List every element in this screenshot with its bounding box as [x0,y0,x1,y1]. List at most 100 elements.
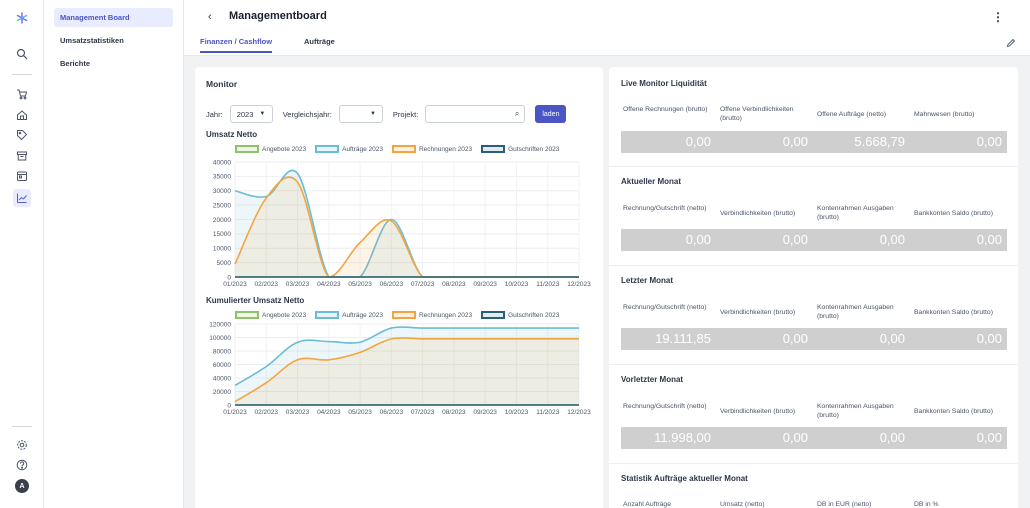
value-cell: 0,00 [976,134,1002,149]
legend-item[interactable]: Angebote 2023 [235,311,306,319]
value-cell: 19.111,85 [655,331,711,346]
x-tick-label: 08/2023 [442,281,466,288]
archive-icon[interactable] [14,148,30,164]
x-tick-label: 12/2023 [567,409,591,416]
avatar[interactable]: A [15,479,29,493]
column-header: Rechnung/Gutschrift (netto) [623,205,707,212]
x-tick-label: 02/2023 [255,281,279,288]
page-header: ‹ Managementboard ⋮ Finanzen / Cashflow … [184,0,1030,56]
y-tick-label: 100000 [209,335,231,342]
legend-item[interactable]: Aufträge 2023 [315,311,383,319]
tab-finanzen-cashflow[interactable]: Finanzen / Cashflow [200,37,273,53]
tag-icon[interactable] [14,127,30,143]
legend-item[interactable]: Rechnungen 2023 [391,311,472,319]
y-tick-label: 15000 [213,231,231,238]
column-header: Bankkonten Saldo (brutto) [914,210,993,217]
legend-item[interactable]: Aufträge 2023 [315,145,383,153]
search-icon: ⌕ [514,109,520,118]
column-header: Kontenrahmen Ausgaben (brutto) [817,304,894,320]
value-cell: 0,00 [685,232,711,247]
series-area [235,337,579,405]
y-tick-label: 120000 [209,321,231,328]
divider [609,166,1018,167]
value-cell: 0,00 [976,232,1002,247]
column-header: Bankkonten Saldo (brutto) [914,408,993,415]
nav-item-management-board[interactable]: Management Board [54,8,173,27]
y-tick-label: 20000 [213,389,231,396]
compare-year-select[interactable]: ▼ [338,105,383,123]
x-tick-label: 07/2023 [411,281,435,288]
monitor-title: Monitor [206,79,238,89]
column-header: DB in % [914,501,939,508]
monitor-card: Monitor Jahr: 2023 ▼ Vergleichsjahr: ▼ P… [195,67,603,508]
x-tick-label: 06/2023 [380,281,404,288]
chevron-down-icon: ▼ [369,111,376,117]
calendar-icon[interactable] [14,168,30,184]
series-area [235,177,579,277]
column-header: Kontenrahmen Ausgaben (brutto) [817,205,894,221]
year-select[interactable]: 2023 ▼ [229,105,273,123]
column-header: Umsatz (netto) [720,501,765,508]
home-icon[interactable] [14,107,30,123]
filter-bar: Jahr: 2023 ▼ Vergleichsjahr: ▼ Projekt: … [206,105,567,123]
legend-item[interactable]: Angebote 2023 [235,145,306,153]
y-tick-label: 30000 [213,188,231,195]
value-bar: 0,00 0,00 5.668,79 0,00 [621,131,1007,153]
column-header: Rechnung/Gutschrift (netto) [623,403,707,410]
search-icon[interactable] [14,46,30,62]
y-tick-label: 0 [227,402,231,409]
nav-item-umsatzstatistiken[interactable]: Umsatzstatistiken [60,36,124,45]
load-button[interactable]: laden [535,105,567,123]
divider [12,74,32,75]
column-header: Offene Rechnungen (brutto) [623,106,708,113]
back-chevron-icon[interactable]: ‹ [208,11,212,23]
chart-title-umsatz: Umsatz Netto [206,130,258,139]
divider [609,364,1018,365]
tab-auftraege[interactable]: Aufträge [304,37,335,46]
legend-item[interactable]: Gutschriften 2023 [481,145,559,153]
value-cell: 0,00 [782,430,808,445]
divider [609,265,1018,266]
nav-item-berichte[interactable]: Berichte [60,59,91,68]
chart-legend-umsatz: Angebote 2023 Aufträge 2023 Rechnungen 2… [235,145,568,153]
y-tick-label: 80000 [213,348,231,355]
x-tick-label: 12/2023 [567,281,591,288]
chart-icon[interactable] [13,189,31,207]
x-tick-label: 02/2023 [255,409,279,416]
y-tick-label: 20000 [213,217,231,224]
year-label: Jahr: [206,109,223,119]
logo-icon[interactable] [14,10,30,26]
value-bar: 19.111,85 0,00 0,00 0,00 [621,328,1007,350]
cart-icon[interactable] [14,86,30,102]
x-tick-label: 03/2023 [286,409,310,416]
more-menu-icon[interactable]: ⋮ [992,10,1004,24]
x-tick-label: 11/2023 [536,281,559,288]
x-tick-label: 09/2023 [473,281,497,288]
column-header: Anzahl Aufträge [623,501,671,508]
chart-title-kumuliert: Kumulierter Umsatz Netto [206,296,305,305]
edit-pencil-icon[interactable] [1006,38,1016,50]
y-tick-label: 25000 [213,202,231,209]
legend-item[interactable]: Rechnungen 2023 [391,145,472,153]
compare-year-label: Vergleichsjahr: [282,109,332,119]
kumulierter-umsatz-chart: 0 20000 40000 60000 80000 100000 120000 01/2023… [209,321,591,416]
column-header: Kontenrahmen Ausgaben (brutto) [817,403,894,419]
value-cell: 0,00 [879,331,905,346]
project-label: Projekt: [392,109,419,119]
help-icon[interactable] [14,457,30,473]
x-tick-label: 05/2023 [348,409,372,416]
y-tick-label: 0 [227,274,231,281]
settings-icon[interactable] [14,437,30,453]
project-search-input[interactable]: ⌕ [425,105,526,123]
side-nav: Management Board Umsatzstatistiken Beric… [44,0,184,508]
y-tick-label: 35000 [213,174,231,181]
x-tick-label: 01/2023 [223,409,247,416]
value-bar: 11.998,00 0,00 0,00 0,00 [621,427,1007,449]
x-tick-label: 01/2023 [223,281,247,288]
y-tick-label: 40000 [213,159,231,166]
series-line [234,326,579,387]
value-cell: 0,00 [782,134,808,149]
legend-item[interactable]: Gutschriften 2023 [481,311,559,319]
x-tick-label: 06/2023 [380,409,404,416]
section-title: Vorletzter Monat [621,375,684,384]
